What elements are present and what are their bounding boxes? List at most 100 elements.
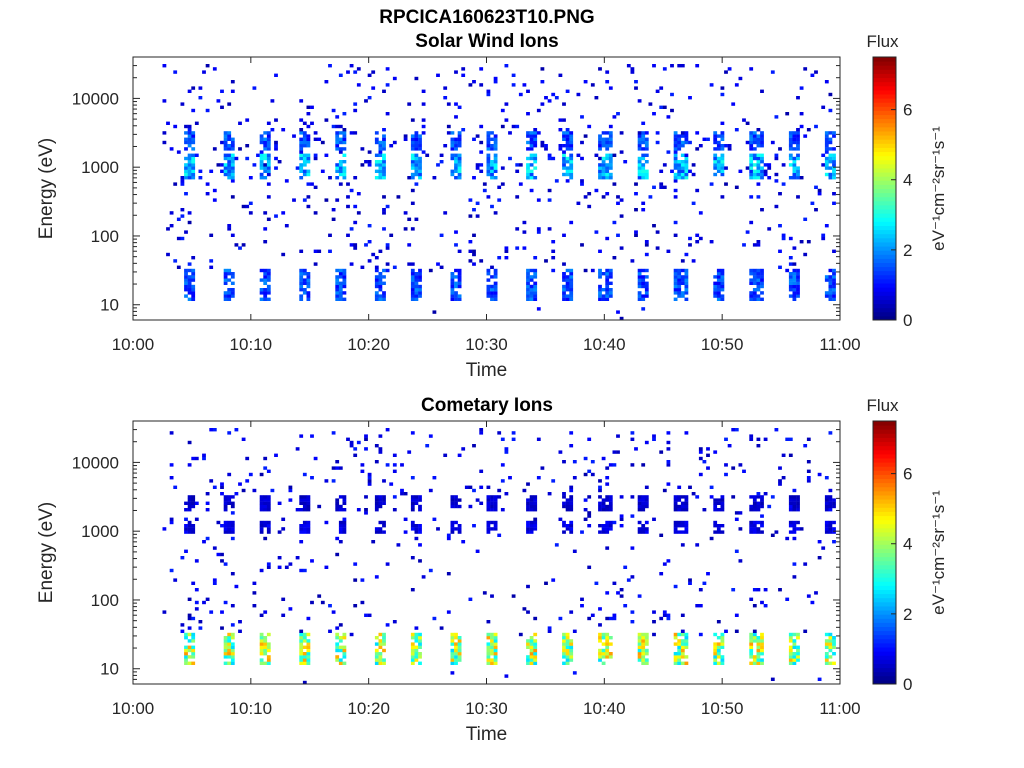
flux-cell bbox=[583, 134, 588, 138]
flux-cell bbox=[263, 272, 268, 276]
flux-cell bbox=[259, 472, 264, 477]
flux-cell bbox=[788, 278, 793, 282]
flux-cell bbox=[788, 134, 793, 138]
flux-cell bbox=[680, 281, 685, 285]
flux-cell bbox=[382, 166, 386, 170]
flux-cell bbox=[266, 504, 271, 509]
flux-cell bbox=[558, 147, 563, 151]
flux-cell bbox=[223, 600, 228, 605]
flux-cell bbox=[450, 524, 455, 528]
flux-cell bbox=[673, 233, 678, 237]
flux-cell bbox=[191, 661, 196, 665]
flux-cell bbox=[526, 291, 530, 295]
flux-cell bbox=[187, 498, 192, 502]
colorbar-segment bbox=[873, 126, 896, 132]
flux-cell bbox=[529, 137, 534, 141]
flux-cell bbox=[313, 262, 318, 266]
flux-cell bbox=[299, 128, 304, 132]
flux-cell bbox=[601, 297, 606, 301]
flux-cell bbox=[342, 501, 347, 505]
spectrogram-panel: 10:00 10:10 10:20 10:30 10:40 10:50 11:0010100… bbox=[36, 396, 948, 745]
flux-cell bbox=[713, 147, 718, 151]
flux-cell bbox=[450, 632, 455, 637]
flux-cell bbox=[266, 288, 271, 292]
flux-cell bbox=[824, 147, 829, 151]
flux-cell bbox=[583, 80, 588, 84]
flux-cell bbox=[335, 460, 340, 464]
flux-cell bbox=[785, 437, 790, 441]
flux-cell bbox=[454, 147, 458, 151]
flux-cell bbox=[713, 450, 718, 454]
flux-cell bbox=[227, 642, 232, 646]
flux-cell bbox=[331, 108, 336, 113]
flux-cell bbox=[788, 530, 793, 534]
flux-cell bbox=[338, 508, 343, 512]
flux-cell bbox=[637, 169, 642, 173]
flux-cell bbox=[680, 508, 685, 512]
flux-cell bbox=[580, 115, 584, 119]
flux-cell bbox=[824, 524, 829, 528]
flux-cell bbox=[569, 508, 574, 512]
colorbar-tick-label: 2 bbox=[903, 605, 912, 624]
flux-cell bbox=[410, 153, 415, 157]
flux-cell bbox=[590, 472, 595, 477]
flux-cell bbox=[364, 613, 368, 617]
flux-cell bbox=[378, 278, 383, 282]
flux-cell bbox=[360, 463, 365, 467]
flux-cell bbox=[814, 124, 818, 129]
flux-cell bbox=[565, 498, 570, 502]
colorbar-segment bbox=[873, 163, 896, 169]
flux-cell bbox=[756, 182, 761, 186]
flux-cell bbox=[410, 163, 415, 167]
flux-cell bbox=[828, 156, 833, 161]
flux-cell bbox=[403, 227, 408, 231]
flux-cell bbox=[680, 661, 685, 665]
flux-cell bbox=[598, 639, 602, 643]
flux-cell bbox=[778, 479, 782, 483]
flux-cell bbox=[788, 153, 793, 157]
flux-cell bbox=[832, 160, 836, 164]
flux-cell bbox=[472, 488, 476, 493]
flux-cell bbox=[770, 495, 775, 499]
flux-cell bbox=[752, 501, 757, 505]
flux-cell bbox=[263, 639, 268, 643]
flux-cell bbox=[457, 524, 462, 528]
flux-cell bbox=[608, 134, 613, 138]
flux-cell bbox=[684, 520, 689, 525]
flux-cell bbox=[515, 227, 520, 231]
flux-cell bbox=[216, 99, 221, 103]
flux-cell bbox=[263, 140, 268, 145]
flux-cell bbox=[749, 661, 754, 665]
flux-cell bbox=[457, 655, 462, 659]
flux-cell bbox=[760, 284, 764, 289]
flux-cell bbox=[792, 655, 797, 659]
flux-cell bbox=[529, 278, 534, 282]
flux-cell bbox=[191, 527, 196, 531]
flux-cell bbox=[569, 297, 574, 301]
flux-cell bbox=[824, 520, 829, 525]
flux-cell bbox=[493, 661, 498, 665]
flux-cell bbox=[356, 211, 361, 215]
flux-cell bbox=[263, 498, 268, 502]
flux-cell bbox=[788, 176, 793, 180]
flux-cell bbox=[230, 504, 235, 509]
flux-cell bbox=[191, 288, 196, 292]
flux-cell bbox=[616, 201, 620, 205]
flux-cell bbox=[454, 658, 458, 662]
flux-cell bbox=[526, 639, 530, 643]
flux-cell bbox=[824, 172, 829, 177]
flux-cell bbox=[457, 275, 462, 279]
flux-cell bbox=[173, 124, 178, 129]
flux-cell bbox=[184, 137, 188, 141]
flux-cell bbox=[421, 118, 426, 122]
flux-cell bbox=[454, 176, 458, 180]
flux-cell bbox=[677, 485, 682, 489]
flux-cell bbox=[605, 508, 610, 512]
flux-cell bbox=[227, 227, 232, 231]
flux-cell bbox=[374, 131, 379, 135]
colorbar-segment bbox=[873, 614, 896, 619]
flux-cell bbox=[760, 642, 764, 646]
flux-cell bbox=[378, 642, 383, 646]
flux-cell bbox=[382, 642, 386, 646]
flux-cell bbox=[299, 632, 304, 637]
